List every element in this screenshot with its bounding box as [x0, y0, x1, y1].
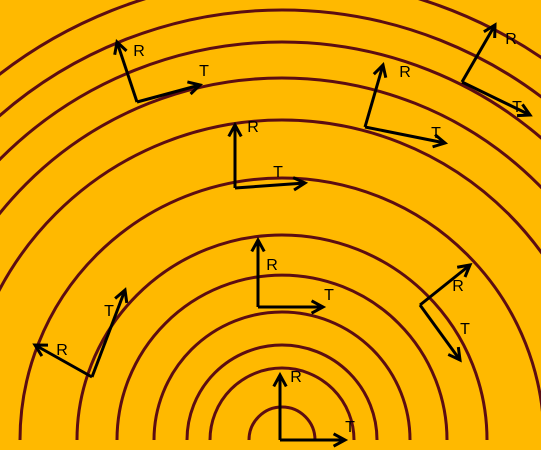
- t-label: T: [104, 303, 114, 320]
- ring: [0, 40, 541, 162]
- arrow-head: [447, 346, 462, 363]
- arrow-head: [227, 121, 243, 138]
- t-label: T: [460, 321, 470, 338]
- arrow-head: [332, 432, 349, 448]
- ring: [0, 118, 541, 293]
- arrow-shaft: [364, 125, 446, 145]
- r-label: R: [133, 43, 145, 60]
- arrow-head: [372, 61, 388, 79]
- arrow-head: [456, 263, 473, 278]
- arrow-shaft: [34, 343, 93, 379]
- r-label: R: [505, 31, 517, 48]
- arrow-shaft: [461, 80, 531, 117]
- arrow-head: [272, 371, 288, 388]
- arrow-head: [32, 343, 49, 357]
- r-label: R: [266, 257, 278, 274]
- arrow-shaft: [418, 304, 462, 361]
- r-label: R: [56, 342, 68, 359]
- arrow-head: [432, 133, 449, 149]
- arrow-shaft: [136, 83, 201, 104]
- r-label: R: [290, 369, 302, 386]
- ring: [18, 176, 541, 441]
- r-label: R: [399, 64, 411, 81]
- arrow-head: [187, 80, 204, 96]
- t-label: T: [273, 164, 283, 181]
- ring: [185, 343, 379, 441]
- arrow-head: [516, 103, 533, 118]
- axis-arrows: R T R T R T R T R T R T R T R T: [32, 22, 533, 448]
- t-label: T: [324, 287, 334, 304]
- t-label: T: [345, 419, 355, 436]
- arrow-head: [114, 287, 129, 304]
- arrow-head: [113, 39, 128, 56]
- arrow-shaft: [90, 289, 127, 378]
- t-label: T: [512, 99, 522, 116]
- t-label: T: [431, 125, 441, 142]
- arrow-shaft: [234, 181, 306, 190]
- r-label: R: [247, 119, 259, 136]
- arrow-shaft: [115, 41, 139, 103]
- ring: [247, 405, 317, 441]
- r-label: R: [452, 278, 464, 295]
- ring: [208, 366, 356, 441]
- ring: [0, 76, 541, 216]
- ring: [115, 273, 449, 441]
- ring: [0, 8, 541, 118]
- arrow-head: [310, 299, 327, 315]
- arrow-head: [292, 176, 309, 192]
- arrow-shaft: [460, 24, 497, 83]
- arrow-shaft: [419, 263, 471, 307]
- arrow-head: [250, 236, 266, 253]
- arrow-shaft: [363, 64, 385, 128]
- ring: [75, 233, 489, 441]
- arrow-head: [483, 22, 497, 39]
- ring: [152, 310, 412, 441]
- t-label: T: [199, 63, 209, 80]
